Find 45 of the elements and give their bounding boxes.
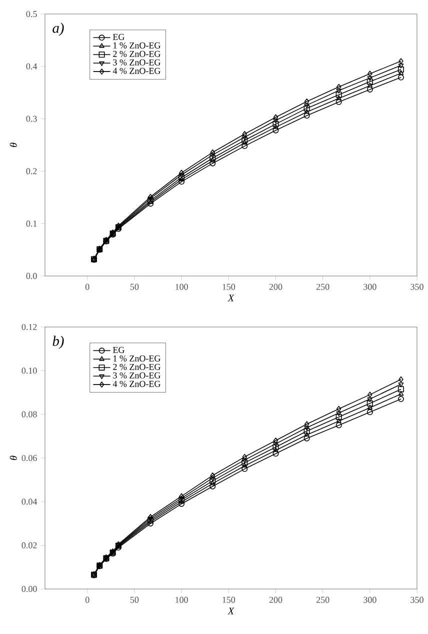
x-tick-label: 200 [269, 284, 282, 290]
x-tick-label: 300 [364, 284, 376, 290]
legend-label: 4 % ZnO-EG [112, 380, 160, 387]
x-tick-label: 50 [130, 284, 139, 290]
y-tick-label: 0.04 [22, 498, 38, 505]
x-tick-label: 250 [316, 284, 330, 290]
y-tick-label: 0.08 [22, 411, 37, 418]
legend-label: 2 % ZnO-EG [113, 364, 160, 370]
legend-label: 1 % ZnO-EG [113, 355, 160, 362]
y-tick-label: 0.4 [26, 63, 38, 70]
y-tick-label: 0.1 [26, 220, 37, 227]
y-tick-label: 0.5 [26, 10, 37, 18]
x-tick-label: 250 [316, 596, 330, 603]
x-tick-label: 0 [85, 284, 90, 290]
x-tick-label: 200 [269, 596, 282, 603]
x-tick-label: 0 [85, 596, 90, 603]
y-tick-label: 0.0 [26, 272, 37, 280]
y-tick-label: 0.10 [22, 368, 37, 374]
legend-label: 2 % ZnO-EG [113, 50, 160, 57]
x-axis-title: X [228, 294, 234, 302]
legend-label: 1 % ZnO-EG [113, 42, 160, 48]
y-tick-label: 0.00 [22, 586, 37, 592]
x-tick-label: 100 [176, 596, 188, 603]
y-tick-label: 0.12 [22, 324, 37, 330]
y-tick-label: 0.2 [26, 168, 37, 174]
y-axis-title: θ [10, 456, 17, 460]
x-axis-title: X [228, 608, 234, 614]
y-axis-title: θ [10, 142, 17, 147]
y-tick-label: 0.06 [22, 454, 37, 462]
x-tick-label: 150 [222, 596, 236, 603]
x-tick-label: 350 [410, 596, 424, 603]
legend-label: EG [112, 346, 124, 353]
y-tick-label: 0.02 [22, 542, 37, 548]
annotation: b) [52, 336, 64, 349]
x-tick-label: 150 [222, 284, 236, 290]
x-tick-label: 100 [176, 284, 188, 290]
legend-label: 4 % ZnO-EG [112, 68, 160, 74]
legend-label: 3 % ZnO-EG [113, 372, 160, 378]
legend-label: 3 % ZnO-EG [113, 59, 160, 66]
x-tick-label: 300 [364, 596, 376, 603]
annotation: a) [52, 22, 64, 36]
x-tick-label: 350 [410, 284, 424, 290]
x-tick-label: 50 [130, 596, 139, 603]
y-tick-label: 0.3 [26, 116, 37, 122]
legend-label: EG [112, 34, 124, 40]
